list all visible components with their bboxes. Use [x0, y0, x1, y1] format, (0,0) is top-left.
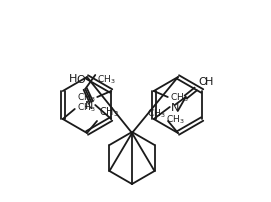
- Text: CH$_3$: CH$_3$: [77, 102, 95, 114]
- Text: CH$_3$: CH$_3$: [166, 113, 185, 125]
- Text: CH$_3$: CH$_3$: [99, 105, 119, 119]
- Text: H: H: [205, 77, 213, 87]
- Text: CH$_3$: CH$_3$: [170, 92, 188, 104]
- Text: CH$_3$: CH$_3$: [77, 92, 95, 104]
- Text: N: N: [171, 103, 179, 113]
- Text: N: N: [85, 101, 93, 111]
- Text: CH$_3$: CH$_3$: [97, 73, 116, 85]
- Text: CH$_3$: CH$_3$: [147, 107, 166, 120]
- Text: H: H: [69, 74, 77, 84]
- Text: O: O: [77, 75, 86, 85]
- Text: O: O: [199, 77, 208, 87]
